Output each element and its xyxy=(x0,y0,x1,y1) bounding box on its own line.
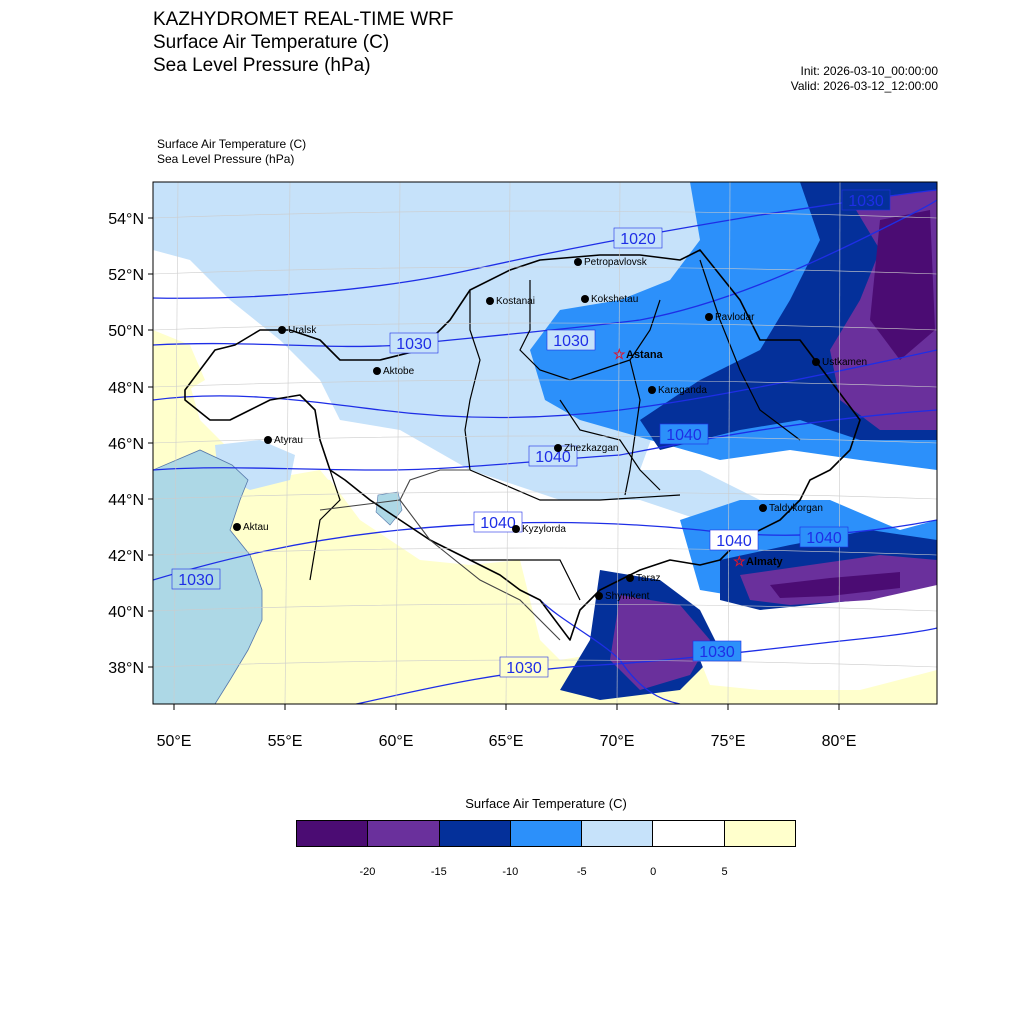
lat-label: 50°N xyxy=(108,323,144,340)
colorbar-swatch xyxy=(653,821,725,846)
lat-label: 38°N xyxy=(108,660,144,677)
isobar-label: 1020 xyxy=(620,231,656,248)
colorbar-tick-label: -15 xyxy=(430,866,447,878)
lon-label: 60°E xyxy=(379,733,414,750)
isobar-label: 1030 xyxy=(699,644,735,661)
colorbar-swatch xyxy=(368,821,440,846)
colorbar-tick-label: -20 xyxy=(359,866,376,878)
lat-label: 54°N xyxy=(108,211,144,228)
capital-star-icon: ☆ xyxy=(733,553,746,569)
colorbar-tick-label: -10 xyxy=(502,866,519,878)
isobar-label: 1040 xyxy=(666,427,702,444)
map-subtitle: Surface Air Temperature (C) Sea Level Pr… xyxy=(157,137,306,167)
isobar-label: 1030 xyxy=(848,193,884,210)
valid-time: Valid: 2026-03-12_12:00:00 xyxy=(790,79,938,93)
lat-label: 52°N xyxy=(108,267,144,284)
city-label: Aktau xyxy=(243,522,269,533)
city-label: Aktobe xyxy=(383,366,415,377)
isobar-label: 1030 xyxy=(396,336,432,353)
lat-label: 48°N xyxy=(108,380,144,397)
city-label: Kokshetau xyxy=(591,294,638,305)
city-label: Pavlodar xyxy=(715,312,755,323)
colorbar-swatch xyxy=(582,821,654,846)
isobar-label: 1030 xyxy=(553,333,589,350)
colorbar-tick-label: 5 xyxy=(721,866,728,878)
lat-label: 44°N xyxy=(108,492,144,509)
title-line: Surface Air Temperature (C) xyxy=(153,32,390,53)
city-label: Taldykorgan xyxy=(769,503,823,514)
colorbar-swatch xyxy=(297,821,369,846)
lon-label: 80°E xyxy=(822,733,857,750)
lon-label: 50°E xyxy=(157,733,192,750)
isobar-label: 1040 xyxy=(716,533,752,550)
city-label: Karaganda xyxy=(658,385,707,396)
lon-label: 65°E xyxy=(489,733,524,750)
lon-label: 70°E xyxy=(600,733,635,750)
city-label: Kyzylorda xyxy=(522,524,566,535)
subtitle-line: Sea Level Pressure (hPa) xyxy=(157,152,295,166)
colorbar xyxy=(296,820,796,847)
lat-label: 46°N xyxy=(108,436,144,453)
subtitle-line: Surface Air Temperature (C) xyxy=(157,137,307,151)
init-time: Init: 2026-03-10_00:00:00 xyxy=(800,64,938,78)
map-fields xyxy=(153,182,937,704)
city-label: Atyrau xyxy=(274,435,303,446)
lon-label: 55°E xyxy=(268,733,303,750)
city-label: Ustkamen xyxy=(822,357,867,368)
isobar-label: 1030 xyxy=(506,660,542,677)
capital-star-icon: ☆ xyxy=(613,346,626,362)
colorbar-swatch xyxy=(724,821,795,846)
city-label: Petropavlovsk xyxy=(584,257,648,268)
plot-title: KAZHYDROMET REAL-TIME WRF Surface Air Te… xyxy=(153,8,454,77)
lat-label: 42°N xyxy=(108,548,144,565)
city-label: Shymkent xyxy=(605,591,650,602)
isobar-label: 1030 xyxy=(178,572,214,589)
colorbar-swatch xyxy=(439,821,511,846)
colorbar-title: Surface Air Temperature (C) xyxy=(465,796,627,811)
title-line: KAZHYDROMET REAL-TIME WRF xyxy=(153,9,454,30)
lon-label: 75°E xyxy=(711,733,746,750)
isobar-label: 1040 xyxy=(480,515,516,532)
colorbar-tick-label: 0 xyxy=(650,866,657,878)
isobar-label: 1040 xyxy=(535,449,571,466)
city-label: Taraz xyxy=(636,573,660,584)
run-info: Init: 2026-03-10_00:00:00 Valid: 2026-03… xyxy=(791,64,938,94)
title-line: Sea Level Pressure (hPa) xyxy=(153,55,371,76)
city-label: Uralsk xyxy=(288,325,317,336)
city-label: Kostanai xyxy=(496,296,535,307)
colorbar-swatch xyxy=(510,821,583,846)
capital-label: Almaty xyxy=(746,556,784,568)
colorbar-ticks: -20 -15 -10 -5 0 5 xyxy=(296,866,796,880)
isobar-label: 1040 xyxy=(806,530,842,547)
lat-label: 40°N xyxy=(108,604,144,621)
colorbar-tick-label: -5 xyxy=(576,866,587,878)
city-label: Zhezkazgan xyxy=(564,443,618,454)
capital-label: Astana xyxy=(626,349,664,361)
